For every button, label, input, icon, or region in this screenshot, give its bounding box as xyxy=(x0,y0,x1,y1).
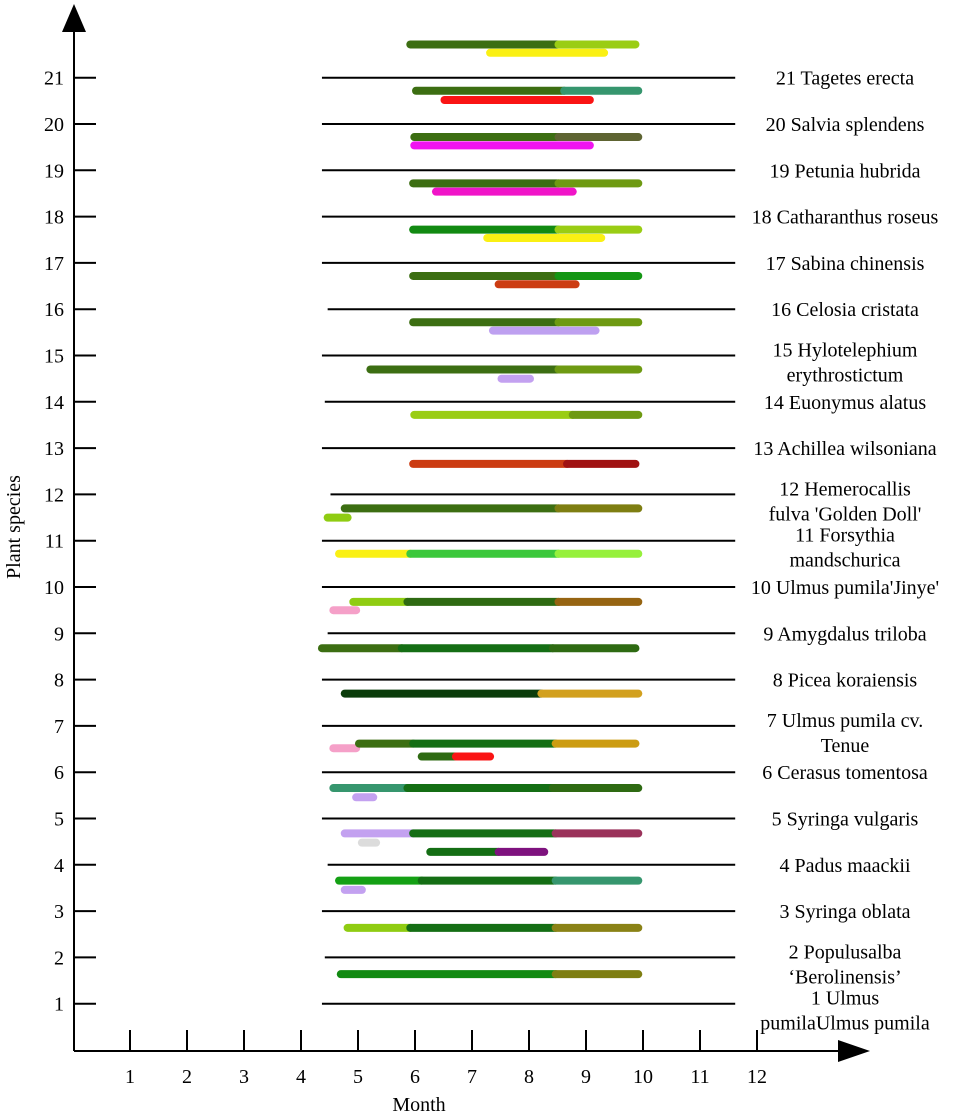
species-label-16: 16 Celosia cristata xyxy=(771,299,919,321)
x-tick-label-8: 8 xyxy=(524,1066,534,1088)
species-label-13-line-1: 13 Achillea wilsoniana xyxy=(753,438,936,460)
species-label-12: 12 Hemerocallis fulva 'Golden Doll' xyxy=(769,478,922,525)
y-tick-label-10: 10 xyxy=(44,577,64,599)
species-label-11-line-1: 11 Forsythia xyxy=(795,525,895,547)
x-tick-label-4: 4 xyxy=(296,1066,306,1088)
species-label-9: 9 Amygdalus triloba xyxy=(763,623,926,645)
y-tick-label-12: 12 xyxy=(44,484,64,506)
species-label-8: 8 Picea koraiensis xyxy=(773,670,918,692)
species-label-2: 2 Populusalba ‘Berolinensis’ xyxy=(788,941,901,988)
y-tick-label-20: 20 xyxy=(44,114,64,136)
species-label-8-line-1: 8 Picea koraiensis xyxy=(773,670,918,692)
x-tick-label-1: 1 xyxy=(125,1066,135,1088)
species-label-5: 5 Syringa vulgaris xyxy=(772,809,919,831)
species-label-11: 11 Forsythia mandschurica xyxy=(789,525,900,572)
y-tick-label-18: 18 xyxy=(44,207,64,229)
species-label-7-line-2: Tenue xyxy=(821,735,870,757)
y-tick-label-11: 11 xyxy=(45,531,64,553)
y-tick-label-2: 2 xyxy=(54,947,64,969)
x-tick-label-11: 11 xyxy=(690,1066,709,1088)
species-label-12-line-2: fulva 'Golden Doll' xyxy=(769,503,922,525)
species-label-1: 1 Ulmus pumilaUlmus pumila xyxy=(760,988,930,1035)
species-label-7-line-1: 7 Ulmus pumila cv. xyxy=(767,710,923,732)
y-tick-label-19: 19 xyxy=(44,160,64,182)
species-label-9-line-1: 9 Amygdalus triloba xyxy=(763,623,926,645)
y-tick-label-15: 15 xyxy=(44,346,64,368)
species-label-18: 18 Catharanthus roseus xyxy=(752,207,939,229)
x-tick-label-7: 7 xyxy=(467,1066,477,1088)
y-tick-label-17: 17 xyxy=(44,253,64,275)
x-tick-label-9: 9 xyxy=(581,1066,591,1088)
y-tick-label-6: 6 xyxy=(54,762,64,784)
species-label-12-line-1: 12 Hemerocallis xyxy=(779,478,911,500)
x-ticks: 1 2 3 4 5 6 7 8 9 10 11 12 xyxy=(125,1030,767,1088)
y-tick-label-3: 3 xyxy=(54,901,64,923)
species-label-1-line-2: pumilaUlmus pumila xyxy=(760,1013,930,1035)
species-label-20-line-1: 20 Salvia splendens xyxy=(766,114,925,136)
x-tick-label-6: 6 xyxy=(410,1066,420,1088)
species-label-4: 4 Padus maackii xyxy=(779,855,911,877)
species-label-20: 20 Salvia splendens xyxy=(766,114,925,136)
species-label-17: 17 Sabina chinensis xyxy=(766,253,925,275)
species-label-21: 21 Tagetes erecta xyxy=(776,68,914,90)
y-tick-label-13: 13 xyxy=(44,438,64,460)
species-label-21-line-1: 21 Tagetes erecta xyxy=(776,68,914,90)
species-label-15-line-1: 15 Hylotelephium xyxy=(773,340,918,362)
y-axis-arrow xyxy=(62,4,86,32)
y-tick-label-4: 4 xyxy=(54,855,64,877)
y-tick-label-1: 1 xyxy=(54,994,64,1016)
species-lines xyxy=(321,76,736,1005)
y-tick-label-8: 8 xyxy=(54,670,64,692)
species-label-2-line-2: ‘Berolinensis’ xyxy=(788,966,901,988)
species-label-3-line-1: 3 Syringa oblata xyxy=(779,901,910,923)
species-label-11-line-2: mandschurica xyxy=(789,550,900,572)
species-label-17-line-1: 17 Sabina chinensis xyxy=(766,253,925,275)
x-axis-title: Month xyxy=(392,1094,445,1116)
y-axis-title: Plant species xyxy=(3,475,25,579)
x-tick-label-5: 5 xyxy=(353,1066,363,1088)
species-label-13: 13 Achillea wilsoniana xyxy=(753,438,936,460)
y-tick-label-16: 16 xyxy=(44,299,64,321)
species-label-14-line-1: 14 Euonymus alatus xyxy=(764,392,926,414)
x-axis-arrow xyxy=(838,1040,870,1062)
species-label-4-line-1: 4 Padus maackii xyxy=(779,855,911,877)
y-tick-label-14: 14 xyxy=(44,392,64,414)
y-tick-label-7: 7 xyxy=(54,716,64,738)
species-label-19: 19 Petunia hubrida xyxy=(769,160,920,182)
species-label-19-line-1: 19 Petunia hubrida xyxy=(769,160,920,182)
species-label-1-line-1: 1 Ulmus xyxy=(811,988,880,1010)
x-tick-label-2: 2 xyxy=(182,1066,192,1088)
x-tick-label-3: 3 xyxy=(239,1066,249,1088)
species-label-14: 14 Euonymus alatus xyxy=(764,392,926,414)
species-label-6-line-1: 6 Cerasus tomentosa xyxy=(762,762,928,784)
y-tick-label-21: 21 xyxy=(44,68,64,90)
species-labels: 1 Ulmus pumilaUlmus pumila 2 Populusalba ‘B… xyxy=(751,68,939,1035)
species-label-10: 10 Ulmus pumila'Jinye' xyxy=(751,577,939,599)
species-label-5-line-1: 5 Syringa vulgaris xyxy=(772,809,919,831)
species-label-16-line-1: 16 Celosia cristata xyxy=(771,299,919,321)
species-label-6: 6 Cerasus tomentosa xyxy=(762,762,928,784)
species-label-15: 15 Hylotelephium erythrostictum xyxy=(773,340,918,387)
species-label-18-line-1: 18 Catharanthus roseus xyxy=(752,207,939,229)
bars xyxy=(317,40,643,979)
species-label-15-line-2: erythrostictum xyxy=(787,365,904,387)
axes xyxy=(62,4,870,1062)
species-label-3: 3 Syringa oblata xyxy=(779,901,910,923)
y-tick-label-9: 9 xyxy=(54,623,64,645)
species-label-2-line-1: 2 Populusalba xyxy=(789,941,902,963)
species-label-10-line-1: 10 Ulmus pumila'Jinye' xyxy=(751,577,939,599)
x-tick-label-10: 10 xyxy=(633,1066,653,1088)
y-tick-label-5: 5 xyxy=(54,809,64,831)
x-tick-label-12: 12 xyxy=(747,1066,767,1088)
species-label-7: 7 Ulmus pumila cv. Tenue xyxy=(767,710,923,757)
